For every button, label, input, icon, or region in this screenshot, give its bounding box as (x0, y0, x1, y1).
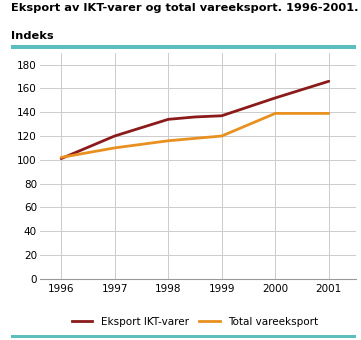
Eksport IKT-varer (219, 114, 224, 118)
Legend: Eksport IKT-varer, Total vareeksport: Eksport IKT-varer, Total vareeksport (68, 313, 322, 331)
Eksport IKT-varer (327, 79, 331, 83)
Total vareeksport (327, 112, 331, 116)
Eksport IKT-varer (273, 96, 278, 100)
Total vareeksport (193, 136, 197, 140)
Total vareeksport (166, 139, 170, 143)
Total vareeksport (273, 112, 278, 116)
Eksport IKT-varer (113, 134, 117, 138)
Eksport IKT-varer (59, 156, 63, 160)
Total vareeksport (59, 155, 63, 159)
Total vareeksport (219, 134, 224, 138)
Text: Eksport av IKT-varer og total vareeksport. 1996-2001.: Eksport av IKT-varer og total vareekspor… (11, 3, 358, 13)
Eksport IKT-varer (166, 117, 170, 121)
Total vareeksport (113, 146, 117, 150)
Eksport IKT-varer (193, 115, 197, 119)
Line: Eksport IKT-varer: Eksport IKT-varer (61, 81, 329, 158)
Text: Indeks: Indeks (11, 31, 53, 40)
Line: Total vareeksport: Total vareeksport (61, 114, 329, 157)
